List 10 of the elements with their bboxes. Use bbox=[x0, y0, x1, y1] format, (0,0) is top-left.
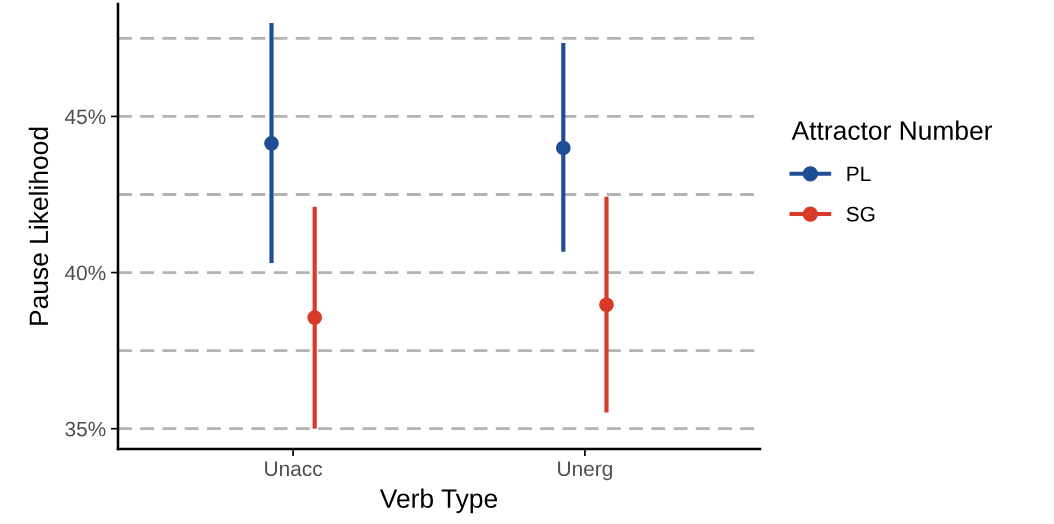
x-tick-label: Unerg bbox=[558, 461, 612, 481]
x-tick-label: Unacc bbox=[265, 461, 323, 477]
legend-title: Attractor Number bbox=[791, 120, 993, 140]
y-tick-label: 45% bbox=[64, 109, 106, 125]
y-axis-title: Pause Likelihood bbox=[28, 127, 49, 325]
legend-label: SG bbox=[846, 206, 875, 222]
y-tick-label: 35% bbox=[65, 421, 106, 437]
legend-label: PL bbox=[847, 166, 871, 182]
y-tick-label: 40% bbox=[64, 265, 106, 281]
x-axis-title: Verb Type bbox=[379, 488, 498, 514]
